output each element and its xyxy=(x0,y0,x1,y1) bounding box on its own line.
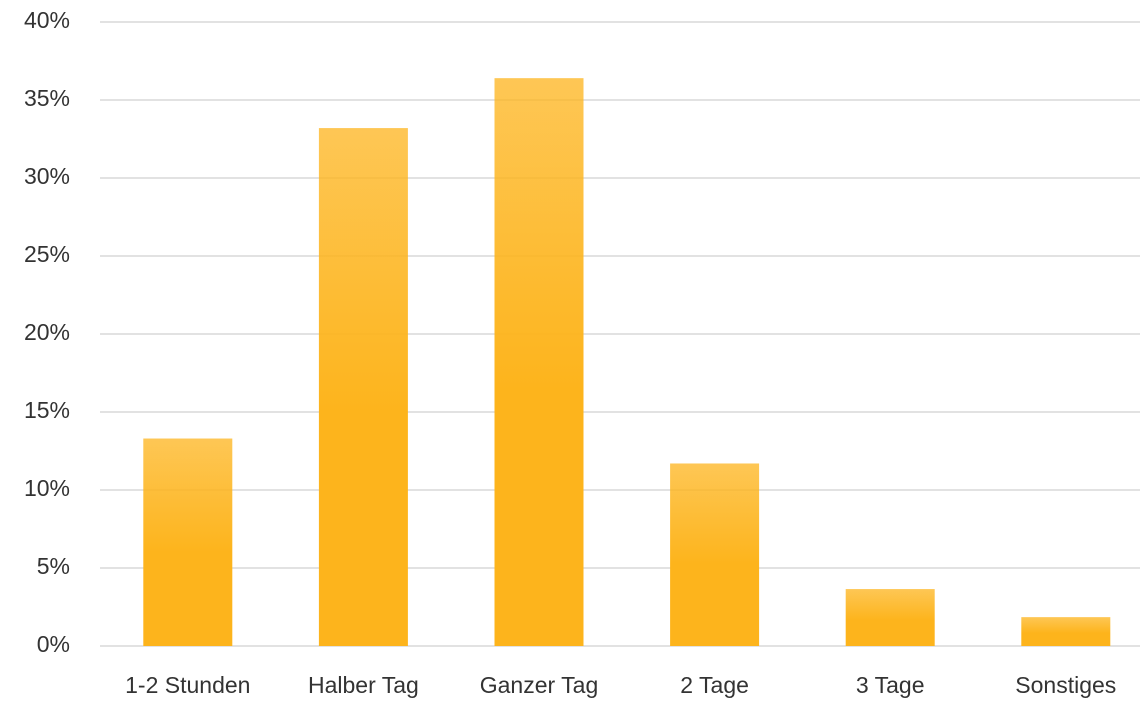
x-tick-label: Halber Tag xyxy=(308,672,419,698)
y-tick-label: 40% xyxy=(24,7,70,33)
y-tick-label: 0% xyxy=(37,631,70,657)
y-tick-label: 25% xyxy=(24,241,70,267)
x-tick-label: 1-2 Stunden xyxy=(125,672,250,698)
bar xyxy=(670,463,760,646)
x-tick-label: Sonstiges xyxy=(1015,672,1116,698)
bar xyxy=(494,78,584,646)
y-tick-label: 20% xyxy=(24,319,70,345)
bar xyxy=(318,128,408,646)
x-tick-label: 3 Tage xyxy=(856,672,925,698)
bar xyxy=(845,589,935,646)
x-tick-label: 2 Tage xyxy=(680,672,749,698)
x-tick-label: Ganzer Tag xyxy=(480,672,598,698)
y-tick-label: 30% xyxy=(24,163,70,189)
bar xyxy=(1021,617,1111,646)
y-tick-label: 5% xyxy=(37,553,70,579)
y-tick-label: 15% xyxy=(24,397,70,423)
bar xyxy=(143,438,233,646)
y-tick-label: 35% xyxy=(24,85,70,111)
y-tick-label: 10% xyxy=(24,475,70,501)
